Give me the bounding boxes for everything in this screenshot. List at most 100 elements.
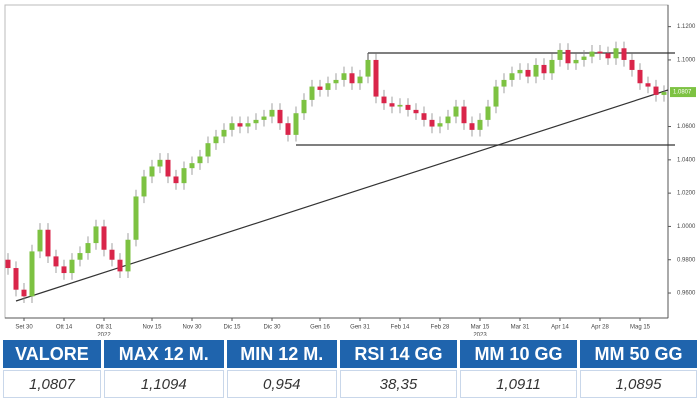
x-tick-label: Feb 14 xyxy=(391,325,410,331)
header-cell: MAX 12 M. xyxy=(103,340,224,368)
candle-body xyxy=(77,253,83,260)
x-tick-label: Apr 28 xyxy=(591,325,609,331)
header-row: VALORE MAX 12 M. MIN 12 M. RSI 14 GG MM … xyxy=(3,340,697,368)
candle-body xyxy=(525,69,531,77)
candle-body xyxy=(237,123,243,127)
y-tick-label: 1.0200 xyxy=(677,191,696,197)
candle-body xyxy=(637,69,643,84)
candle-body xyxy=(269,109,275,117)
candle-body xyxy=(141,176,147,197)
candle-body xyxy=(429,119,435,127)
candle-body xyxy=(485,106,491,120)
x-tick-label: Feb 28 xyxy=(431,325,450,331)
candle-body xyxy=(101,226,107,250)
candle-body xyxy=(197,156,203,164)
candle-body xyxy=(301,99,307,114)
candle-body xyxy=(533,64,539,77)
value-cell: 1,0807 xyxy=(3,370,101,398)
value-cell: 0,954 xyxy=(226,370,337,398)
candle-body xyxy=(437,123,443,127)
candle-body xyxy=(573,59,579,64)
candle-body xyxy=(405,104,411,110)
chart: 0.9600 0.9800 1.0000 1.0200 1.0400 1.0600 1.10… xyxy=(4,4,696,336)
candle-body xyxy=(181,168,187,184)
candle-body xyxy=(213,136,219,144)
candle-body xyxy=(125,239,131,272)
candle-body xyxy=(661,92,667,95)
x-tick-label: Set 30 xyxy=(15,325,33,331)
candle-body xyxy=(133,196,139,240)
x-tick-label: Mag 15 xyxy=(630,325,651,331)
candle-body xyxy=(93,226,99,244)
candle-body xyxy=(333,79,339,84)
value-cell: 38,35 xyxy=(339,370,457,398)
candle-body xyxy=(317,86,323,90)
candle-body xyxy=(173,176,179,184)
candle-body xyxy=(61,266,67,274)
candle-body xyxy=(541,64,547,74)
candle-body xyxy=(165,159,171,177)
header-cell: MM 10 GG xyxy=(459,340,577,368)
header-cell: MIN 12 M. xyxy=(226,340,337,368)
x-tick-label: Apr 14 xyxy=(551,325,569,331)
candle-body xyxy=(373,59,379,97)
header-cell: VALORE xyxy=(3,340,101,368)
value-cell: 1,0895 xyxy=(579,370,697,398)
candle-body xyxy=(277,109,283,124)
candle-body xyxy=(365,59,371,77)
candle-body xyxy=(285,123,291,135)
y-tick-label: 0.9600 xyxy=(677,291,696,297)
x-tick-label: Ott 31 xyxy=(96,325,113,331)
candle-body xyxy=(349,73,355,84)
candle-body xyxy=(445,116,451,124)
year-label: 2022 xyxy=(97,333,111,336)
candle-body xyxy=(117,259,123,272)
candle-body xyxy=(53,256,59,267)
last-price-label: 1.0807 xyxy=(673,90,692,96)
candle-body xyxy=(645,83,651,87)
candle-body xyxy=(69,259,75,274)
candle-body xyxy=(397,104,403,107)
candle-body xyxy=(389,103,395,107)
candle-body xyxy=(653,86,659,95)
candle-body xyxy=(325,83,331,90)
candle-body xyxy=(357,76,363,84)
x-tick-label: Ott 14 xyxy=(56,325,73,331)
candle-body xyxy=(501,79,507,87)
candle-body xyxy=(149,166,155,177)
candle-body xyxy=(453,106,459,117)
candle-body xyxy=(597,51,603,54)
candle-body xyxy=(205,143,211,157)
y-tick-label: 1.0400 xyxy=(677,157,696,163)
candle-body xyxy=(613,48,619,59)
x-tick-label: Gen 16 xyxy=(310,325,330,331)
candle-body xyxy=(421,113,427,120)
candle-body xyxy=(245,123,251,127)
candle-body xyxy=(45,229,51,257)
last-price-marker xyxy=(670,87,696,98)
candle-body xyxy=(629,59,635,70)
candle-body xyxy=(413,109,419,114)
year-label: 2023 xyxy=(473,333,487,336)
candle-body xyxy=(477,119,483,130)
x-tick-label: Gen 31 xyxy=(350,325,370,331)
candle-body xyxy=(493,86,499,107)
candle-body xyxy=(517,69,523,74)
candle-body xyxy=(605,53,611,59)
value-cell: 1,0911 xyxy=(459,370,577,398)
y-tick-label: 0.9800 xyxy=(677,257,696,263)
candle-body xyxy=(621,48,627,60)
header-cell: RSI 14 GG xyxy=(339,340,457,368)
candle-body xyxy=(309,86,315,100)
value-row: 1,0807 1,1094 0,954 38,35 1,0911 1,0895 xyxy=(3,370,697,398)
candle-body xyxy=(109,249,115,260)
candle-body xyxy=(557,49,563,60)
candle-body xyxy=(341,73,347,80)
candle-body xyxy=(549,59,555,74)
candle-body xyxy=(589,51,595,57)
candle-body xyxy=(37,229,43,252)
value-cell: 1,1094 xyxy=(103,370,224,398)
x-tick-label: Dic 15 xyxy=(223,325,241,331)
candle-body xyxy=(229,123,235,130)
